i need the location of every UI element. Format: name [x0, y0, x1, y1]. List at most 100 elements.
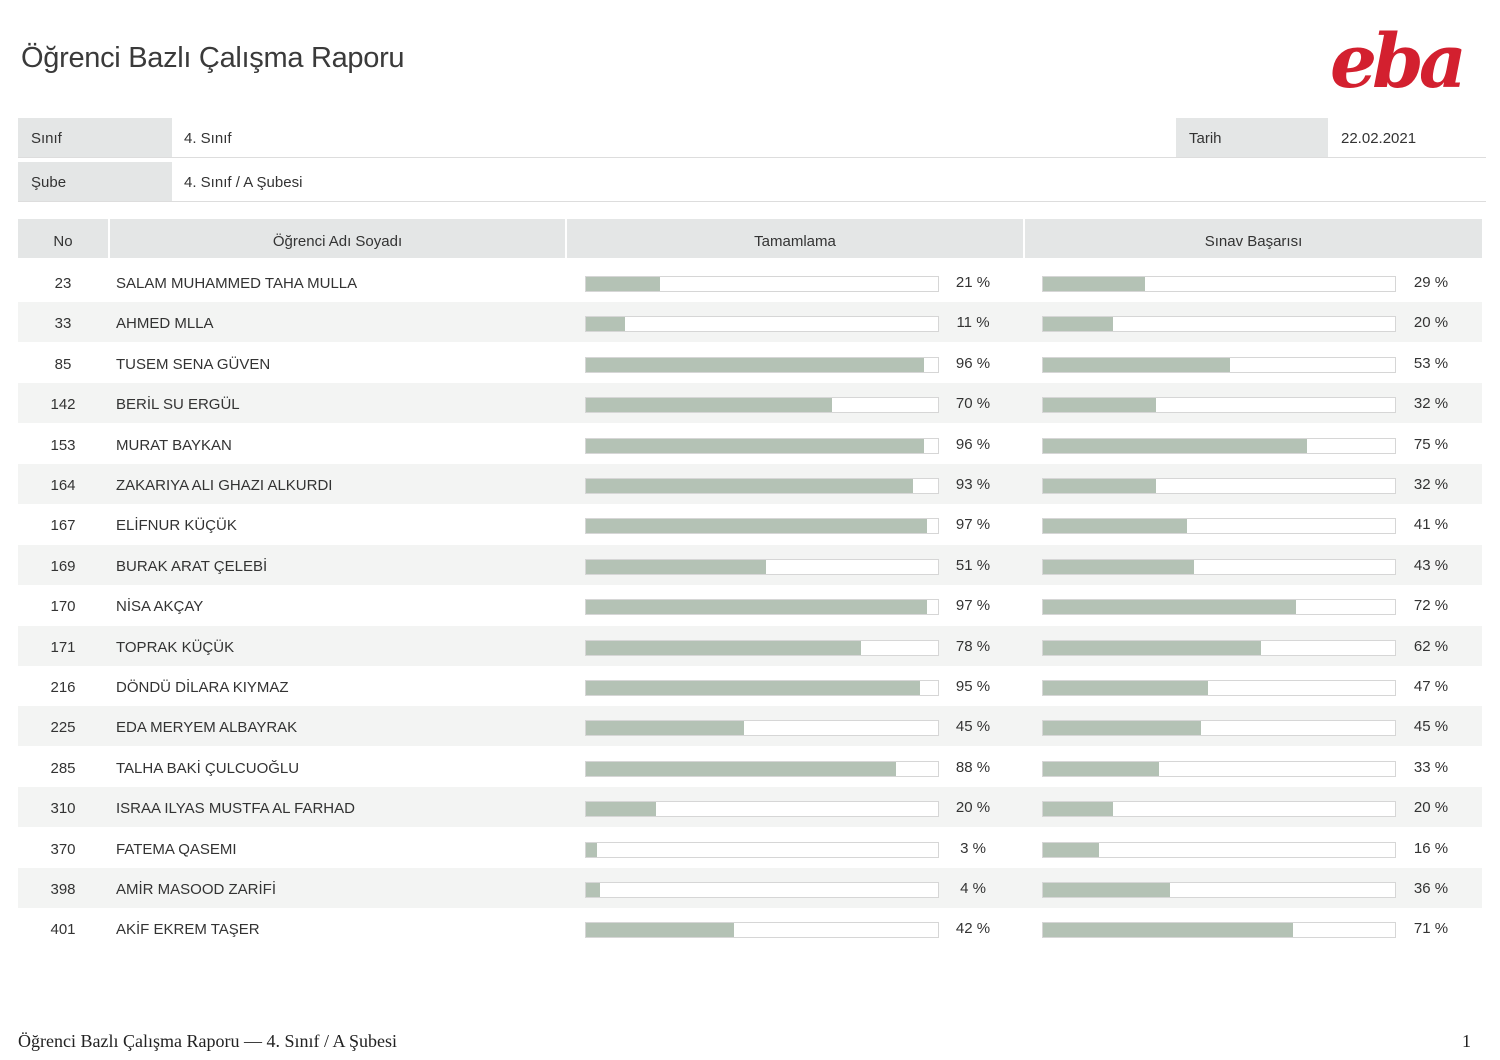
completion-bar-track: [585, 680, 939, 696]
exam-percent: 29 %: [1413, 274, 1449, 291]
exam-percent: 33 %: [1413, 758, 1449, 776]
student-name: AKİF EKREM TAŞER: [116, 921, 260, 939]
table-row: 33 AHMED MLLA 11 % 20 %: [18, 302, 1482, 343]
column-header-no: No: [18, 219, 108, 258]
completion-bar-track: [585, 397, 939, 414]
completion-bar-fill: [586, 479, 914, 493]
student-number: 285: [50, 759, 76, 777]
branch-label: Şube: [18, 162, 172, 201]
exam-bar-fill: [1043, 479, 1156, 493]
completion-bar-track: [585, 720, 939, 737]
student-name: ELİFNUR KÜÇÜK: [116, 517, 237, 535]
eba-logo: eba: [1330, 19, 1467, 105]
student-name: ZAKARIYA ALI GHAZI ALKURDI: [116, 477, 333, 494]
exam-bar-fill: [1043, 721, 1202, 736]
completion-bar-fill: [586, 559, 766, 574]
completion-percent: 51 %: [955, 556, 991, 574]
completion-bar-track: [585, 478, 939, 494]
completion-percent: 97 %: [955, 597, 991, 615]
completion-bar-fill: [586, 600, 928, 615]
table-row: 170 NİSA AKÇAY 97 % 72 %: [18, 585, 1482, 625]
table-row: 167 ELİFNUR KÜÇÜK 97 % 41 %: [18, 504, 1482, 544]
completion-percent: 78 %: [955, 637, 991, 655]
completion-bar-track: [585, 841, 939, 858]
exam-bar-fill: [1043, 317, 1114, 332]
student-name: ISRAA ILYAS MUSTFA AL FARHAD: [116, 800, 355, 818]
student-number: 398: [50, 881, 76, 898]
table-header: No Öğrenci Adı Soyadı Tamamlama Sınav Ba…: [18, 219, 1482, 258]
exam-bar-fill: [1043, 802, 1114, 817]
completion-bar-fill: [586, 438, 924, 453]
exam-percent: 71 %: [1413, 920, 1449, 938]
completion-bar-track: [585, 922, 939, 939]
student-number: 216: [50, 679, 76, 696]
completion-percent: 42 %: [955, 920, 991, 938]
column-header-exam: Sınav Başarısı: [1025, 219, 1482, 258]
completion-percent: 96 %: [955, 435, 991, 453]
completion-percent: 21 %: [955, 274, 991, 291]
table-row: 153 MURAT BAYKAN 96 % 75 %: [18, 424, 1482, 464]
table-row: 169 BURAK ARAT ÇELEBİ 51 % 43 %: [18, 544, 1482, 585]
table-row: 285 TALHA BAKİ ÇULCUOĞLU 88 % 33 %: [18, 747, 1482, 787]
exam-bar-track: [1042, 558, 1396, 575]
table-row: 23 SALAM MUHAMMED TAHA MULLA 21 % 29 %: [18, 262, 1482, 302]
exam-bar-track: [1042, 922, 1396, 939]
table-row: 142 BERİL SU ERGÜL 70 % 32 %: [18, 383, 1482, 424]
completion-percent: 45 %: [955, 718, 991, 736]
date-value: 22.02.2021: [1341, 130, 1417, 147]
exam-bar-track: [1042, 478, 1396, 494]
completion-bar-fill: [586, 277, 660, 291]
exam-bar-fill: [1043, 883, 1170, 897]
student-name: TOPRAK KÜÇÜK: [116, 638, 235, 656]
completion-bar-fill: [586, 640, 861, 655]
student-number: 33: [54, 315, 72, 333]
date-label: Tarih: [1176, 118, 1328, 157]
table-row: 370 FATEMA QASEMI 3 % 16 %: [18, 828, 1482, 868]
exam-percent: 32 %: [1413, 476, 1449, 493]
student-name: BERİL SU ERGÜL: [116, 396, 240, 414]
completion-bar-track: [585, 276, 939, 292]
branch-value: 4. Sınıf / A Şubesi: [184, 174, 303, 191]
exam-bar-track: [1042, 437, 1396, 454]
student-name: NİSA AKÇAY: [116, 598, 204, 616]
completion-bar-fill: [586, 923, 734, 938]
page-number: 1: [1462, 1031, 1471, 1051]
completion-percent: 70 %: [955, 395, 991, 413]
completion-percent: 93 %: [955, 476, 991, 493]
completion-percent: 20 %: [955, 799, 991, 817]
page-title: Öğrenci Bazlı Çalışma Raporu: [21, 42, 405, 74]
exam-percent: 32 %: [1413, 395, 1449, 413]
table-row: 85 TUSEM SENA GÜVEN 96 % 53 %: [18, 343, 1482, 383]
table-row: 310 ISRAA ILYAS MUSTFA AL FARHAD 20 % 20 %: [18, 787, 1482, 828]
completion-percent: 95 %: [955, 678, 991, 695]
completion-bar-fill: [586, 398, 833, 413]
completion-bar-fill: [586, 883, 601, 897]
exam-bar-fill: [1043, 640, 1262, 655]
column-header-completion: Tamamlama: [567, 219, 1023, 258]
exam-percent: 47 %: [1413, 678, 1449, 695]
table-row: 401 AKİF EKREM TAŞER 42 % 71 %: [18, 908, 1482, 948]
exam-bar-fill: [1043, 438, 1307, 453]
completion-bar-track: [585, 882, 939, 898]
table-row: 164 ZAKARIYA ALI GHAZI ALKURDI 93 % 32 %: [18, 464, 1482, 504]
completion-percent: 88 %: [955, 758, 991, 776]
exam-percent: 20 %: [1413, 799, 1449, 817]
student-name: TALHA BAKİ ÇULCUOĞLU: [116, 759, 300, 777]
exam-bar-fill: [1043, 398, 1156, 413]
exam-percent: 45 %: [1413, 718, 1449, 736]
exam-percent: 62 %: [1413, 637, 1449, 655]
exam-bar-fill: [1043, 277, 1146, 291]
exam-bar-track: [1042, 599, 1396, 616]
exam-percent: 75 %: [1413, 435, 1449, 453]
student-number: 153: [50, 436, 76, 454]
student-number: 401: [50, 921, 76, 939]
completion-bar-fill: [586, 681, 921, 695]
table-row: 225 EDA MERYEM ALBAYRAK 45 % 45 %: [18, 706, 1482, 747]
completion-bar-fill: [586, 761, 896, 776]
completion-bar-track: [585, 437, 939, 454]
completion-bar-track: [585, 599, 939, 616]
exam-bar-track: [1042, 720, 1396, 737]
exam-percent: 20 %: [1413, 314, 1449, 332]
exam-bar-track: [1042, 518, 1396, 535]
student-name: MURAT BAYKAN: [116, 436, 232, 454]
